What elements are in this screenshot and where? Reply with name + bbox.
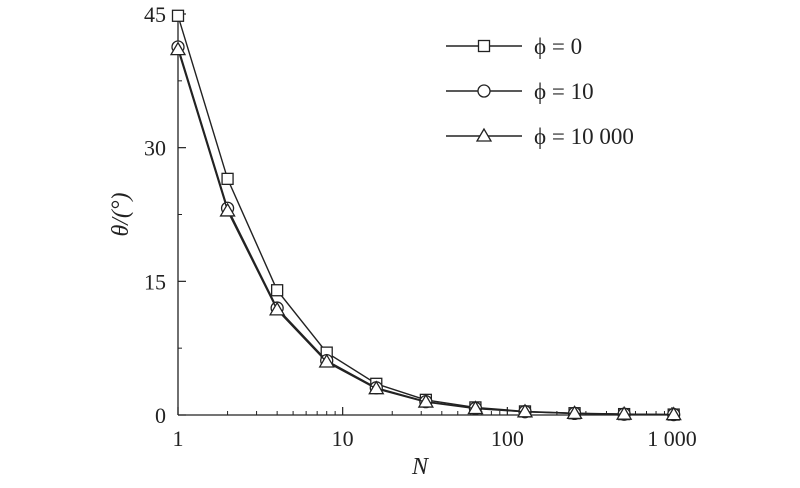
legend-marker — [475, 127, 493, 142]
legend-marker — [477, 84, 491, 98]
data-point — [269, 301, 286, 316]
x-tick-label: 10 — [332, 426, 354, 451]
series-line — [177, 49, 674, 416]
x-tick-label: 1 000 — [647, 426, 697, 451]
series-group — [169, 9, 682, 422]
data-point — [467, 400, 484, 415]
data-point — [417, 393, 434, 408]
data-point — [219, 202, 236, 217]
series-line — [177, 15, 674, 416]
y-tick-label: 45 — [144, 2, 166, 27]
y-tick-label: 30 — [144, 136, 166, 161]
series-square — [171, 9, 680, 421]
data-point — [270, 284, 284, 297]
legend-item: ϕ = 0 — [446, 34, 582, 59]
legend-marker — [477, 39, 491, 53]
data-point — [516, 403, 534, 418]
axes: 0 15 30 45 1 10 100 1 000 Nθ/(°) — [108, 2, 697, 480]
data-point — [566, 405, 583, 420]
series-circle — [171, 40, 681, 422]
y-tick-label: 15 — [144, 269, 166, 294]
legend-item: ϕ = 10 — [446, 79, 594, 104]
data-point — [318, 353, 335, 368]
legend-label: ϕ = 0 — [534, 34, 582, 59]
data-point — [221, 172, 234, 186]
x-tick-label: 1 — [173, 426, 184, 451]
legend-label: ϕ = 10 — [534, 79, 594, 104]
data-point — [171, 9, 185, 22]
legend-label: ϕ = 10 000 — [534, 124, 634, 149]
x-tick-label: 100 — [491, 426, 524, 451]
x-axis-title: N — [411, 454, 430, 480]
data-point — [368, 380, 385, 395]
y-tick-label: 0 — [155, 403, 166, 428]
y-axis-title: θ/(°) — [108, 192, 134, 236]
series-triangle — [169, 41, 682, 421]
data-point — [615, 405, 633, 420]
data-point — [665, 406, 682, 421]
data-point — [169, 41, 187, 56]
legend: ϕ = 0 ϕ = 10 ϕ = 10 000 — [446, 34, 634, 149]
series-line — [177, 46, 674, 416]
legend-item: ϕ = 10 000 — [446, 124, 634, 149]
